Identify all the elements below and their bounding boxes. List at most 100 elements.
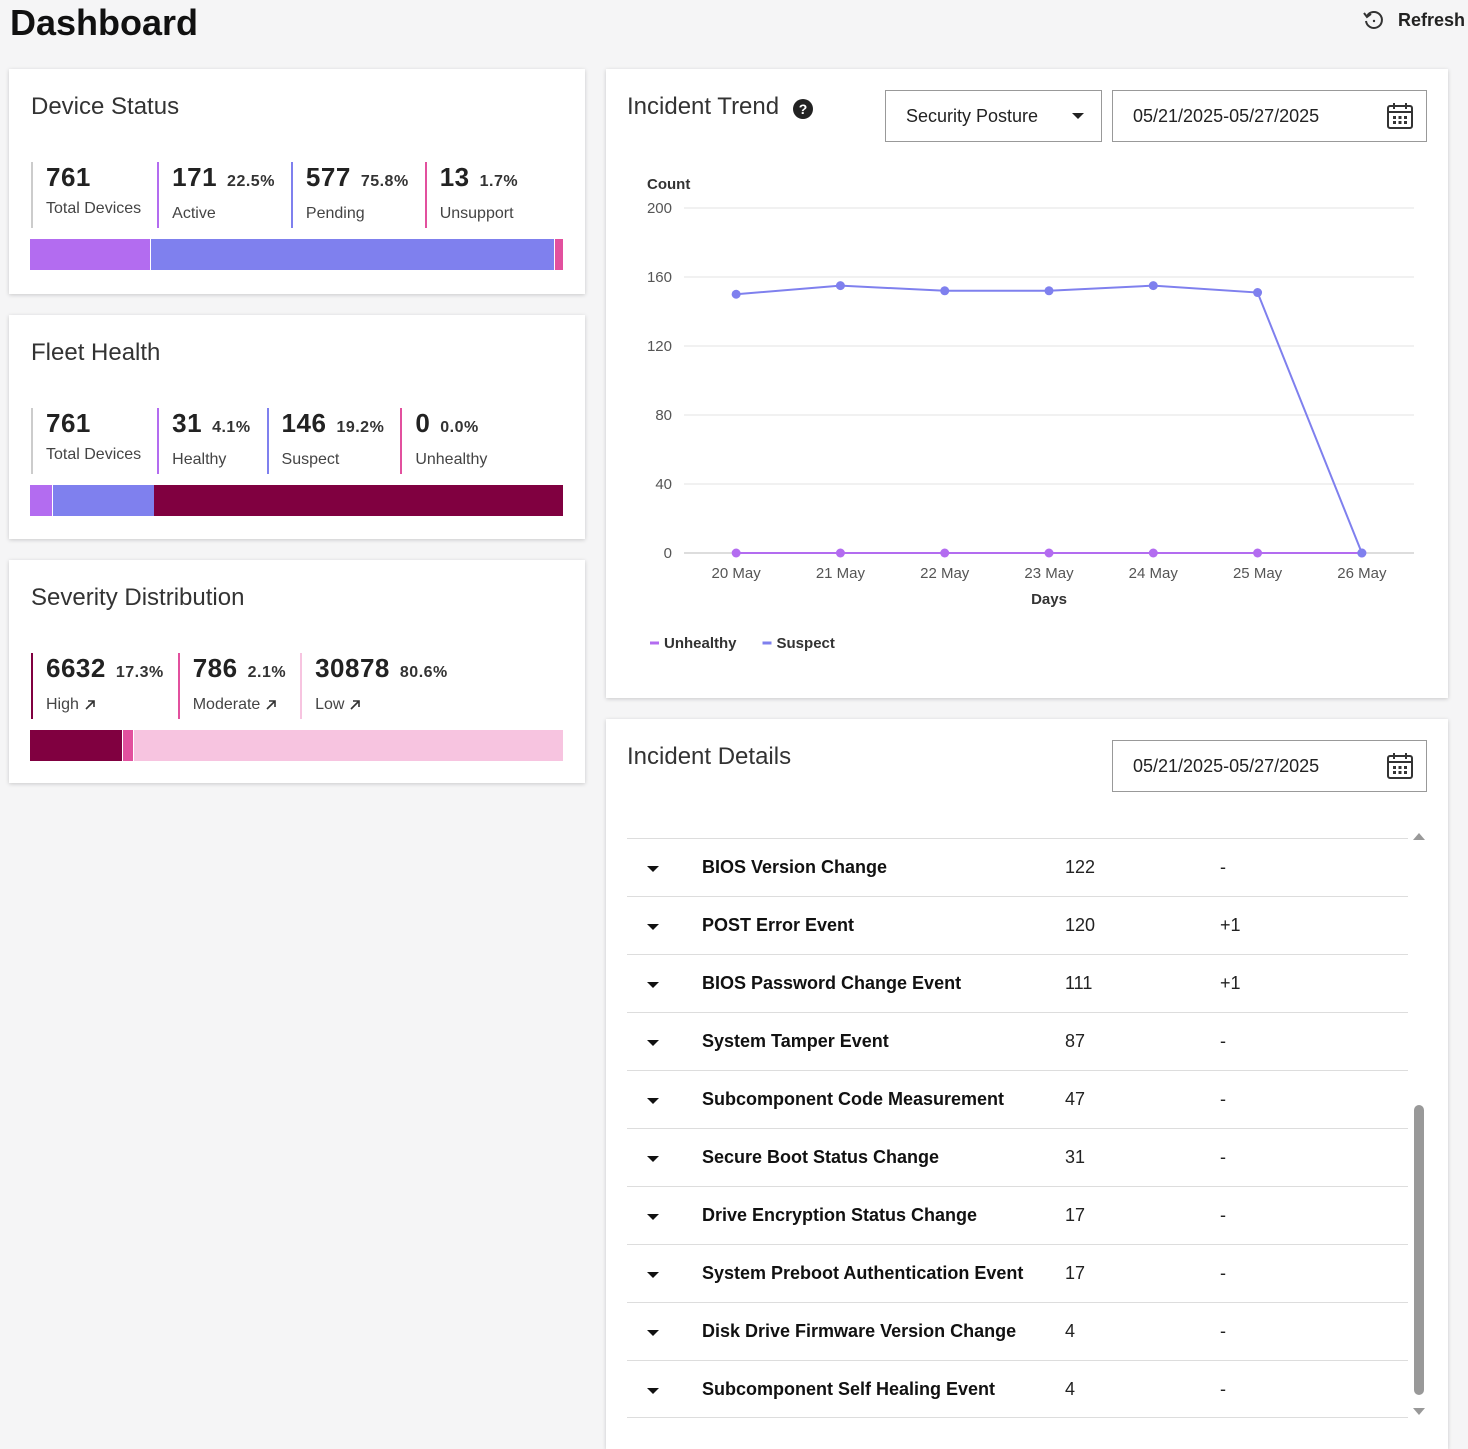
- expand-caret[interactable]: [646, 922, 660, 932]
- bar-segment: [133, 730, 563, 761]
- incident-change: +1: [1220, 973, 1241, 993]
- incident-count: 111: [1065, 973, 1093, 993]
- page-title: Dashboard: [10, 2, 199, 43]
- bar-segment: [30, 730, 123, 761]
- incident-count: 17: [1065, 1205, 1086, 1225]
- stat-percent: 0.0%: [440, 419, 479, 436]
- expand-caret[interactable]: [646, 1328, 660, 1338]
- filter-value: Security Posture: [906, 105, 1039, 126]
- table-row[interactable]: Disk Drive Firmware Version Change 4 -: [627, 1302, 1408, 1360]
- caret-path: [647, 1040, 659, 1046]
- y-tick-label: 120: [647, 338, 672, 355]
- card-title: Severity Distribution: [31, 584, 245, 611]
- refresh-button[interactable]: Refresh: [1362, 8, 1465, 32]
- expand-caret[interactable]: [646, 864, 660, 874]
- filter-dropdown[interactable]: Security Posture: [885, 90, 1102, 142]
- x-tick-label: 24 May: [1129, 565, 1179, 582]
- stat-number: 31: [172, 408, 203, 438]
- stat-percent: 2.1%: [247, 664, 287, 681]
- data-point: [940, 286, 950, 296]
- stat: 13 1.7% Unsupport: [424, 162, 518, 228]
- table-row[interactable]: Subcomponent Self Healing Event 4 -: [627, 1360, 1408, 1418]
- stat: 577 75.8% Pending: [290, 162, 409, 228]
- incident-details-card: Incident Details 05/21/2025-05/27/2025 B…: [606, 719, 1448, 1449]
- stat[interactable]: 786 2.1% Moderate: [177, 653, 287, 719]
- table-row[interactable]: Secure Boot Status Change 31 -: [627, 1128, 1408, 1186]
- stats-row: 761 Total Devices 171 22.5% Active 577 75.8% Pe…: [31, 162, 518, 228]
- legend-label: Suspect: [777, 635, 835, 652]
- y-tick-label: 160: [647, 269, 672, 286]
- incident-change: -: [1220, 1321, 1226, 1341]
- stat-number: 6632: [46, 653, 106, 683]
- table-row[interactable]: POST Error Event 120 +1: [627, 896, 1408, 954]
- refresh-label: Refresh: [1398, 9, 1466, 30]
- expand-caret[interactable]: [646, 980, 660, 990]
- expand-caret[interactable]: [646, 1386, 660, 1396]
- data-point: [1044, 286, 1054, 296]
- incident-change: -: [1220, 1147, 1226, 1167]
- trend-date-picker[interactable]: 05/21/2025-05/27/2025: [1112, 90, 1427, 142]
- table-row[interactable]: Drive Encryption Status Change 17 -: [627, 1186, 1408, 1244]
- expand-caret[interactable]: [646, 1212, 660, 1222]
- expand-caret[interactable]: [646, 1096, 660, 1106]
- stat-number-line: 30878 80.6%: [315, 653, 448, 688]
- x-tick-label: 25 May: [1233, 565, 1283, 582]
- stat-percent: 22.5%: [227, 173, 275, 190]
- stat-percent: 80.6%: [399, 664, 448, 681]
- details-date-picker[interactable]: 05/21/2025-05/27/2025: [1112, 740, 1427, 792]
- bar-segment: [30, 485, 52, 516]
- incident-count: 31: [1065, 1147, 1086, 1167]
- stat-number-line: 146 19.2%: [282, 408, 385, 443]
- fleet-health-card: Fleet Health 761 Total Devices 31 4.1% Health…: [9, 315, 585, 539]
- incident-name: Subcomponent Self Healing Event: [702, 1379, 996, 1399]
- incident-change: -: [1220, 1379, 1226, 1399]
- line-chart: Count 0 40 80 120 160 200 20 May 21 May 22 May 23 …: [647, 176, 1414, 652]
- refresh-icon: [1363, 11, 1383, 29]
- table-row[interactable]: Subcomponent Code Measurement 47 -: [627, 1070, 1408, 1128]
- incident-count: 47: [1065, 1089, 1086, 1109]
- stat-label-line: Active: [172, 205, 275, 223]
- expand-caret[interactable]: [646, 1154, 660, 1164]
- stat-number-line: 31 4.1%: [172, 408, 250, 443]
- incident-count: 87: [1065, 1031, 1086, 1051]
- stacked-bar: [30, 239, 563, 270]
- stat-label: Suspect: [281, 451, 340, 468]
- table-row[interactable]: BIOS Password Change Event 111 +1: [627, 954, 1408, 1012]
- stat: 146 19.2% Suspect: [266, 408, 385, 474]
- details-date: 05/21/2025-05/27/2025: [1133, 755, 1320, 776]
- caret-path: [647, 924, 659, 930]
- expand-caret[interactable]: [646, 1270, 660, 1280]
- incident-name: System Tamper Event: [702, 1031, 889, 1051]
- incident-name: Secure Boot Status Change: [702, 1147, 940, 1167]
- help-icon[interactable]: ?: [793, 99, 813, 119]
- scrollbar[interactable]: [1408, 832, 1430, 1422]
- bar-segment: [553, 239, 563, 270]
- expand-caret[interactable]: [646, 1038, 660, 1048]
- stat-number: 13: [439, 162, 470, 192]
- incident-change: -: [1220, 1089, 1226, 1109]
- stat-label: Total Devices: [46, 446, 142, 463]
- incident-name: BIOS Password Change Event: [702, 973, 962, 993]
- caret-path: [647, 1214, 659, 1220]
- stat-total: 761 Total Devices: [31, 408, 141, 474]
- stat[interactable]: 30878 80.6% Low: [300, 653, 448, 719]
- table-row[interactable]: System Preboot Authentication Event 17 -: [627, 1244, 1408, 1302]
- table-row[interactable]: System Tamper Event 87 -: [627, 1012, 1408, 1070]
- incident-count: 4: [1065, 1379, 1076, 1399]
- stat: 0 0.0% Unhealthy: [400, 408, 487, 474]
- stat-label-line: Suspect: [282, 451, 385, 469]
- x-tick-label: 20 May: [712, 565, 762, 582]
- data-point: [1044, 548, 1054, 558]
- dropdown-caret: [1072, 113, 1084, 119]
- incident-change: +1: [1220, 915, 1241, 935]
- data-point: [1253, 288, 1263, 298]
- caret-path: [647, 1098, 659, 1104]
- y-tick-label: 0: [664, 545, 672, 562]
- stat[interactable]: 6632 17.3% High: [31, 653, 164, 719]
- incident-count: 122: [1065, 857, 1096, 877]
- table-row[interactable]: BIOS Version Change 122 -: [627, 838, 1408, 896]
- stat: 31 4.1% Healthy: [157, 408, 250, 474]
- arrow-path: [85, 700, 95, 710]
- stat-label-line: Low: [315, 696, 448, 714]
